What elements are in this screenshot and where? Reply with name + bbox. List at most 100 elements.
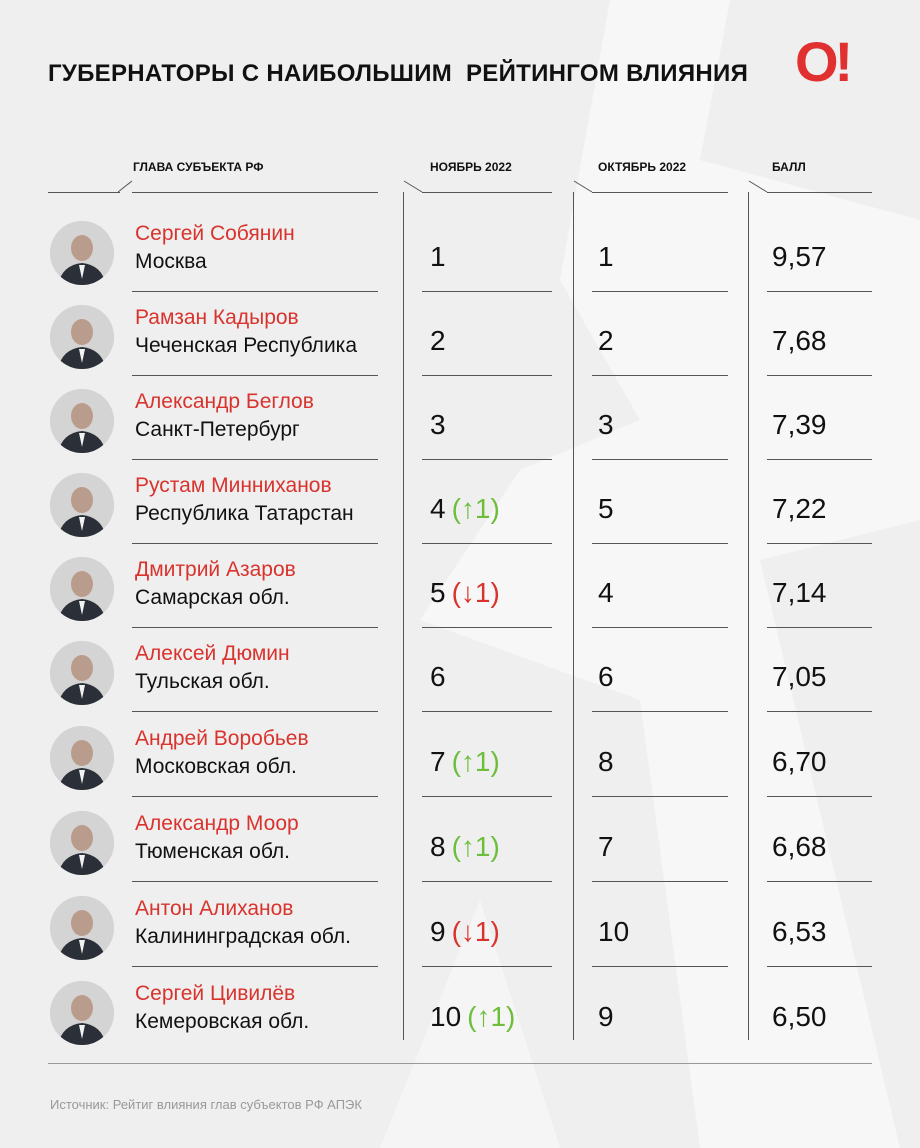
row-divider [422,627,552,628]
row-divider [767,711,872,712]
row-divider [132,543,378,544]
header-divider-joint [403,180,423,193]
governor-name: Андрей Воробьев [135,727,309,750]
table-row: Рустам Минниханов Республика Татарстан 4 (↑… [0,460,920,544]
avatar [50,473,114,537]
rank-october: 6 [598,661,614,692]
table-row: Сергей Цивилёв Кемеровская обл. 10 (↑1) 9 6,5… [0,968,920,1052]
row-divider [132,627,378,628]
brand-logo: О! [795,30,853,93]
region-name: Чеченская Республика [135,334,357,357]
rank-november: 10 (↑1) [430,1001,515,1033]
region-name: Самарская обл. [135,586,290,609]
row-divider [132,796,378,797]
governor-name: Рустам Минниханов [135,474,332,497]
rank-november-value: 1 [430,241,446,272]
governor-name: Александр Беглов [135,390,314,413]
row-divider [132,881,378,882]
rank-november-value: 5 [430,577,446,608]
header-divider-joint [748,180,768,193]
table-row: Алексей Дюмин Тульская обл. 6 6 7,05 [0,628,920,712]
row-divider [422,375,552,376]
row-divider [132,711,378,712]
row-divider [592,291,728,292]
table-row: Александр Беглов Санкт-Петербург 3 3 7,39 [0,376,920,460]
column-header-nov: НОЯБРЬ 2022 [430,160,512,174]
row-divider [422,881,552,882]
rank-november: 5 (↓1) [430,577,500,609]
score-value: 7,22 [772,493,827,524]
governor-name: Антон Алиханов [135,897,294,920]
governor-name: Дмитрий Азаров [135,558,296,581]
score-value: 7,68 [772,325,827,356]
rank-october: 8 [598,746,614,777]
avatar [50,305,114,369]
governor-name: Алексей Дюмин [135,642,290,665]
rank-october: 1 [598,241,614,272]
row-divider [422,796,552,797]
rank-october: 7 [598,831,614,862]
region-name: Москва [135,250,207,273]
avatar [50,811,114,875]
rank-november-value: 4 [430,493,446,524]
region-name: Республика Татарстан [135,502,354,525]
score-value: 6,53 [772,916,827,947]
governor-name: Рамзан Кадыров [135,306,299,329]
row-divider [132,291,378,292]
rank-november: 6 [430,661,446,693]
table-row: Андрей Воробьев Московская обл. 7 (↑1) 8 6,70 [0,713,920,797]
rank-november-value: 8 [430,831,446,862]
row-divider [767,375,872,376]
row-divider [767,881,872,882]
rank-november-value: 9 [430,916,446,947]
region-name: Калининградская обл. [135,925,351,948]
avatar [50,981,114,1045]
rank-november: 9 (↓1) [430,916,500,948]
row-divider [767,796,872,797]
row-divider [422,291,552,292]
header-divider-joint [573,180,593,193]
rank-change-up: (↑1) [451,493,500,524]
column-header-head: ГЛАВА СУБЪЕКТА РФ [133,160,264,174]
rank-november: 7 (↑1) [430,746,500,778]
row-divider [767,459,872,460]
footer-divider [48,1063,872,1064]
rank-november: 4 (↑1) [430,493,500,525]
region-name: Тульская обл. [135,670,270,693]
avatar [50,726,114,790]
avatar [50,221,114,285]
rank-november: 2 [430,325,446,357]
avatar [50,896,114,960]
table-row: Сергей Собянин Москва 1 1 9,57 [0,208,920,292]
header-divider [767,192,872,193]
score-value: 7,14 [772,577,827,608]
row-divider [592,796,728,797]
rank-november-value: 10 [430,1001,462,1032]
header-divider [422,192,552,193]
header-divider [48,192,120,193]
rank-change-up: (↑1) [467,1001,516,1032]
row-divider [592,966,728,967]
row-divider [592,543,728,544]
table-row: Антон Алиханов Калининградская обл. 9 (↓1) 1… [0,883,920,967]
column-header-oct: ОКТЯБРЬ 2022 [598,160,687,174]
avatar [50,389,114,453]
rank-change-up: (↑1) [451,746,500,777]
rank-october: 4 [598,577,614,608]
header-divider [592,192,728,193]
column-separator [748,192,749,1040]
rank-change-down: (↓1) [451,916,500,947]
avatar [50,557,114,621]
row-divider [592,459,728,460]
row-divider [767,627,872,628]
region-name: Тюменская обл. [135,840,291,863]
rank-change-up: (↑1) [451,831,500,862]
score-value: 6,50 [772,1001,827,1032]
rank-october: 2 [598,325,614,356]
region-name: Кемеровская обл. [135,1010,310,1033]
score-value: 6,68 [772,831,827,862]
row-divider [592,881,728,882]
row-divider [422,966,552,967]
governor-name: Александр Моор [135,812,299,835]
rank-november-value: 7 [430,746,446,777]
